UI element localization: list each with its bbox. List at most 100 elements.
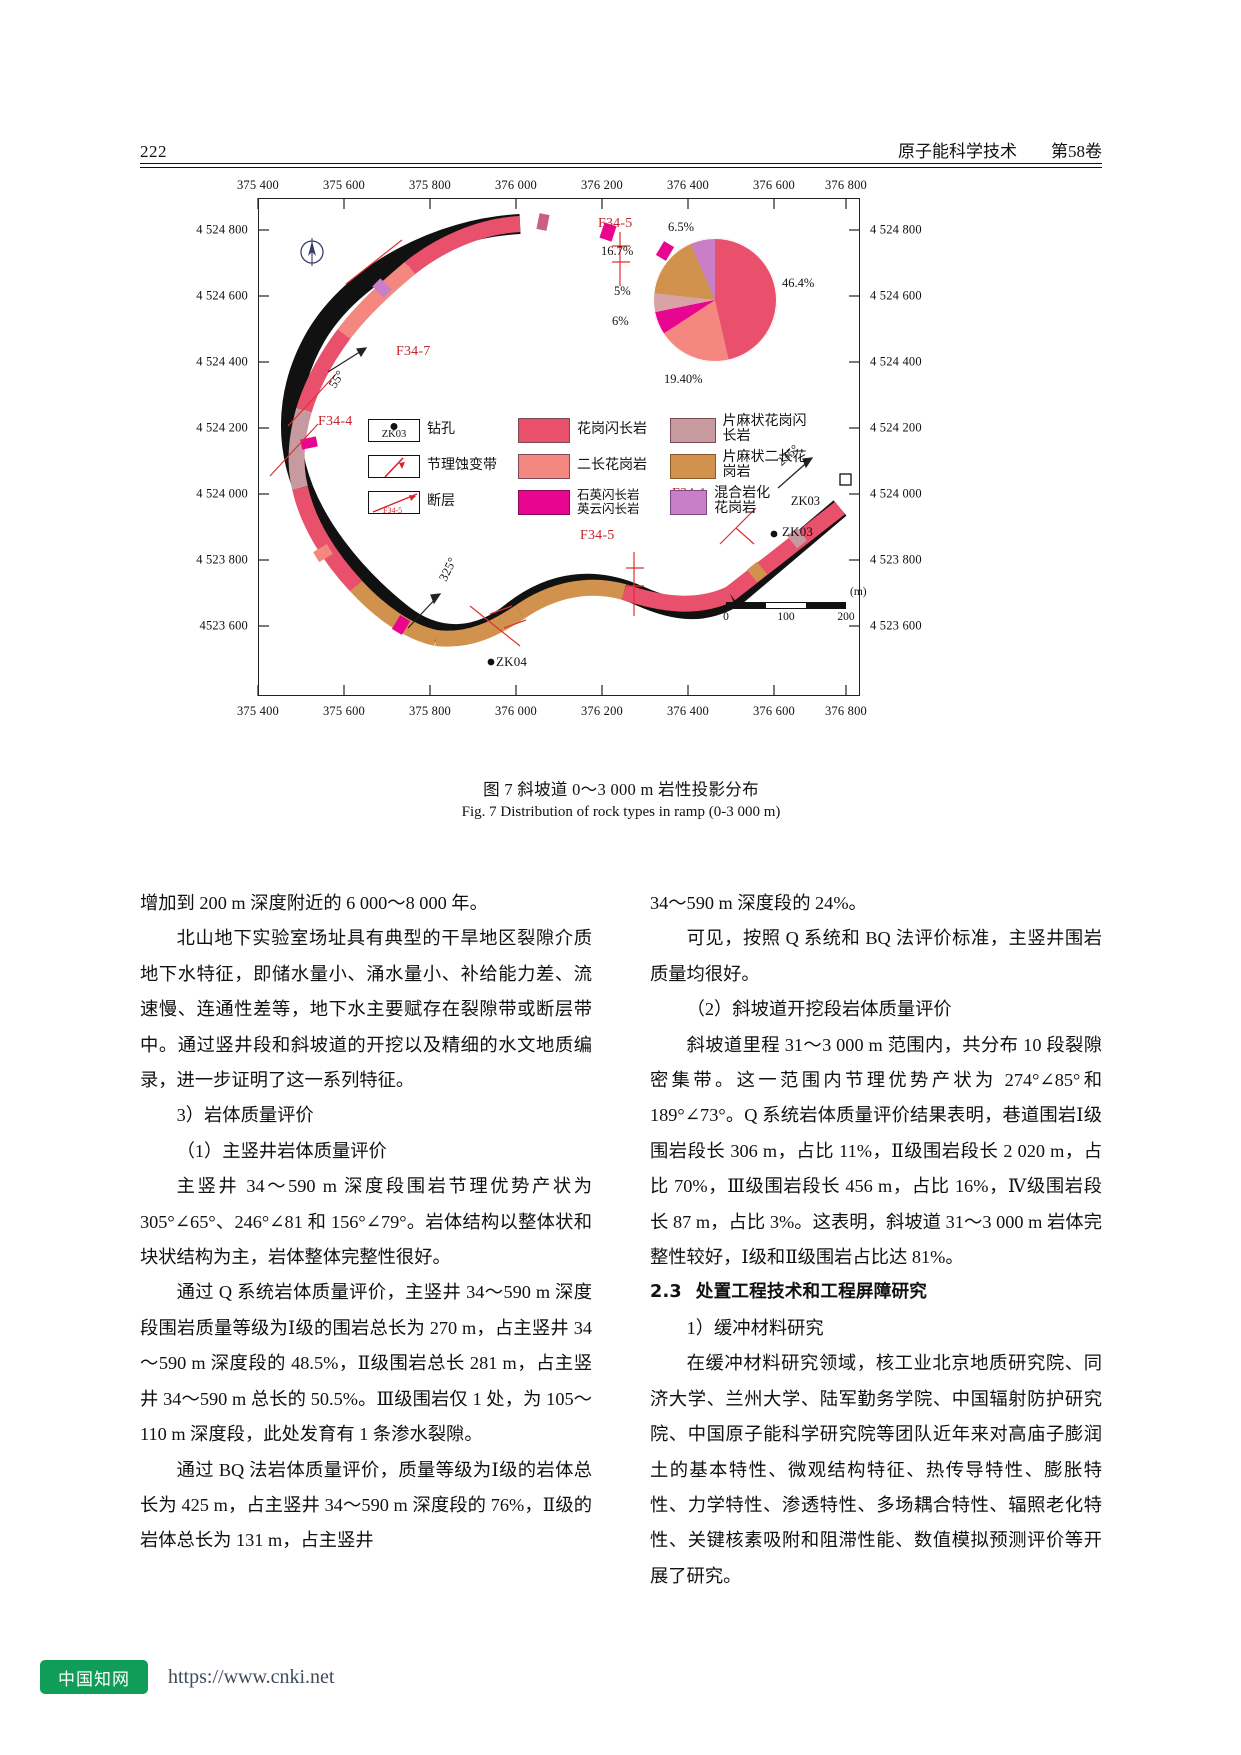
journal-title: 原子能科学技术 — [898, 142, 1017, 161]
x-tick-label-top-4: 376 200 — [580, 178, 624, 192]
journal-volume: 第58卷 — [1051, 142, 1102, 161]
page-folio: 222 — [140, 142, 167, 161]
pie-label-2: 19.40% — [664, 372, 703, 386]
legend-row-1: ZK03 钻孔 花岗闪长岩 片麻状花岗闪长岩 — [368, 412, 820, 448]
y-tick-label-left-3: 4 524 200 — [196, 420, 248, 435]
pie-label-1: 46.4% — [782, 276, 815, 290]
y-tick-label-right-3: 4 524 200 — [870, 420, 922, 435]
legend-item-fault: F34-5 断层 — [368, 490, 518, 515]
pie-label-3: 6% — [612, 314, 629, 328]
borehole-symbol-text: ZK03 — [381, 429, 407, 440]
legend-label-joint-zone: 节理蚀变带 — [427, 457, 497, 473]
y-tick-label-left-2: 4 524 400 — [196, 354, 248, 369]
y-tick-label-left-4: 4 524 000 — [196, 486, 248, 501]
x-tick-label-bottom-4: 376 200 — [580, 704, 624, 718]
legend-label-gneissic-monzogranite: 片麻状二长花岗岩 — [722, 450, 807, 480]
legend-label-quartz-diorite: 石英闪长岩 英云闪长岩 — [577, 488, 640, 516]
fault-lines — [269, 232, 757, 647]
legend-row-2: 节理蚀变带 二长花岗岩 片麻状二长花岗岩 — [368, 448, 820, 484]
pie-label-5: 16.7% — [601, 244, 634, 258]
body-paragraph: 34～590 m 深度段的 24%。 — [650, 893, 867, 913]
x-tick-label-top-6: 376 600 — [752, 178, 796, 192]
legend-item-borehole: ZK03 钻孔 — [368, 418, 518, 442]
y-tick-label-right-6: 4 523 600 — [870, 618, 922, 633]
ramp-portal-icon — [839, 473, 852, 486]
x-tick-label-bottom-7: 376 800 — [824, 704, 868, 718]
legend-item-gneissic-granodiorite: 片麻状花岗闪长岩 — [670, 414, 820, 444]
borehole-icon: ZK03 — [368, 418, 420, 442]
swatch-migmatitic-granite — [670, 489, 708, 515]
ramp-track — [280, 213, 847, 647]
y-tick-label-right-0: 4 524 800 — [870, 222, 922, 237]
scale-bar-labels: 0 100 200 — [723, 611, 855, 627]
fault-icon: F34-5 — [368, 490, 420, 515]
x-tick-label-top-5: 376 400 — [666, 178, 710, 192]
swatch-gneissic-granodiorite — [670, 417, 716, 443]
legend-item-gneissic-monzogranite: 片麻状二长花岗岩 — [670, 450, 820, 480]
legend-item-joint-zone: 节理蚀变带 — [368, 454, 518, 478]
x-tick-label-bottom-2: 375 800 — [408, 704, 452, 718]
body-column-right: 34～590 m 深度段的 24%。可见，按照 Q 系统和 BQ 法评价标准，主… — [650, 886, 1102, 1594]
figure-caption-en: Fig. 7 Distribution of rock types in ram… — [461, 804, 781, 820]
y-tick-label-left-0: 4 524 800 — [196, 222, 248, 237]
borehole-label-zk03-map: ZK03 — [782, 524, 814, 539]
north-arrow-icon — [300, 238, 324, 266]
body-paragraph: 通过 BQ 法岩体质量评价，质量等级为Ⅰ级的岩体总长为 425 m，占主竖井 3… — [140, 1459, 592, 1551]
legend-item-migmatitic-granite: 混合岩化花岗岩 ZK03 — [670, 486, 820, 516]
legend-label-migmatitic-granite: 混合岩化花岗岩 — [714, 486, 771, 516]
legend-label-fault: 断层 — [427, 493, 455, 509]
body-paragraph: 增加到 200 m 深度附近的 6 000～8 000 年。 — [140, 893, 488, 913]
cnki-url[interactable]: https://www.cnki.net — [168, 1665, 335, 1688]
figure-canvas: 375 400 375 600 375 800 376 000 376 200 … — [140, 176, 1102, 776]
legend-label-granodiorite: 花岗闪长岩 — [577, 421, 647, 437]
x-tick-label-top-2: 375 800 — [408, 178, 452, 192]
body-paragraph: 可见，按照 Q 系统和 BQ 法评价标准，主竖井围岩质量均很好。 — [650, 928, 1102, 984]
cnki-footer: 中国知网 https://www.cnki.net — [40, 1660, 334, 1694]
y-tick-label-left-1: 4 524 600 — [196, 288, 248, 303]
scale-bar-unit: (m) — [850, 586, 867, 598]
x-tick-label-top-3: 376 000 — [494, 178, 538, 192]
body-column-left: 增加到 200 m 深度附近的 6 000～8 000 年。北山地下实验室场址具… — [140, 886, 592, 1559]
y-tick-label-right-5: 4 523 800 — [870, 552, 922, 567]
scale-bar-graphic — [726, 602, 846, 609]
pie-label-4: 5% — [614, 284, 631, 298]
figure-7: 375 400 375 600 375 800 376 000 376 200 … — [140, 176, 1102, 836]
y-tick-label-right-4: 4 524 000 — [870, 486, 922, 501]
joint-alteration-icon — [368, 454, 420, 478]
y-tick-label-right-2: 4 524 400 — [870, 354, 922, 369]
fault-label-f34-7: F34-7 — [396, 344, 431, 359]
legend-borehole-zk03-note: ZK03 — [790, 494, 820, 509]
legend-item-granodiorite: 花岗闪长岩 — [518, 417, 670, 443]
x-tick-label-bottom-1: 375 600 — [322, 704, 366, 718]
x-tick-label-bottom-3: 376 000 — [494, 704, 538, 718]
legend-label-quartz-diorite-line1: 石英闪长岩 — [577, 488, 640, 502]
header-rule — [140, 163, 1102, 168]
x-tick-label-top-7: 376 800 — [824, 178, 868, 192]
section-title: 处置工程技术和工程屏障研究 — [695, 1282, 928, 1303]
swatch-gneissic-monzogranite — [670, 453, 716, 479]
body-paragraph: 北山地下实验室场址具有典型的干旱地区裂隙介质地下水特征，即储水量小、涌水量小、补… — [140, 928, 592, 1091]
fault-label-f34-5-bottom: F34-5 — [580, 528, 615, 543]
body-paragraph: 斜坡道里程 31～3 000 m 范围内，共分布 10 段裂隙密集带。这一范围内… — [650, 1034, 1102, 1268]
x-tick-label-bottom-6: 376 600 — [752, 704, 796, 718]
body-paragraph: 1）缓冲材料研究 — [686, 1317, 824, 1338]
body-paragraph: 主竖井 34～590 m 深度段围岩节理优势产状为 305°∠65°、246°∠… — [140, 1176, 592, 1268]
legend-label-quartz-diorite-line2: 英云闪长岩 — [577, 502, 640, 516]
x-tick-label-bottom-0: 375 400 — [236, 704, 280, 718]
fault-label-f34-5-top: F34-5 — [598, 216, 633, 231]
map-legend: ZK03 钻孔 花岗闪长岩 片麻状花岗闪长岩 — [368, 412, 820, 520]
body-paragraph: 3）岩体质量评价 — [176, 1105, 314, 1126]
x-tick-label-top-1: 375 600 — [322, 178, 366, 192]
y-tick-label-left-6: 4523 600 — [199, 618, 248, 633]
y-tick-label-right-1: 4 524 600 — [870, 288, 922, 303]
section-heading: 2.3 处置工程技术和工程屏障研究 — [650, 1275, 1102, 1310]
fault-label-f34-4: F34-4 — [318, 414, 353, 429]
legend-item-monzogranite: 二长花岗岩 — [518, 453, 670, 479]
body-paragraph: （2）斜坡道开挖段岩体质量评价 — [686, 999, 952, 1020]
body-columns: 增加到 200 m 深度附近的 6 000～8 000 年。北山地下实验室场址具… — [140, 886, 1102, 1586]
legend-item-quartz-diorite: 石英闪长岩 英云闪长岩 — [518, 488, 670, 516]
section-number: 2.3 — [650, 1282, 682, 1303]
x-tick-label-top-0: 375 400 — [236, 178, 280, 192]
scale-bar: 0 100 200 (m) — [723, 586, 866, 627]
